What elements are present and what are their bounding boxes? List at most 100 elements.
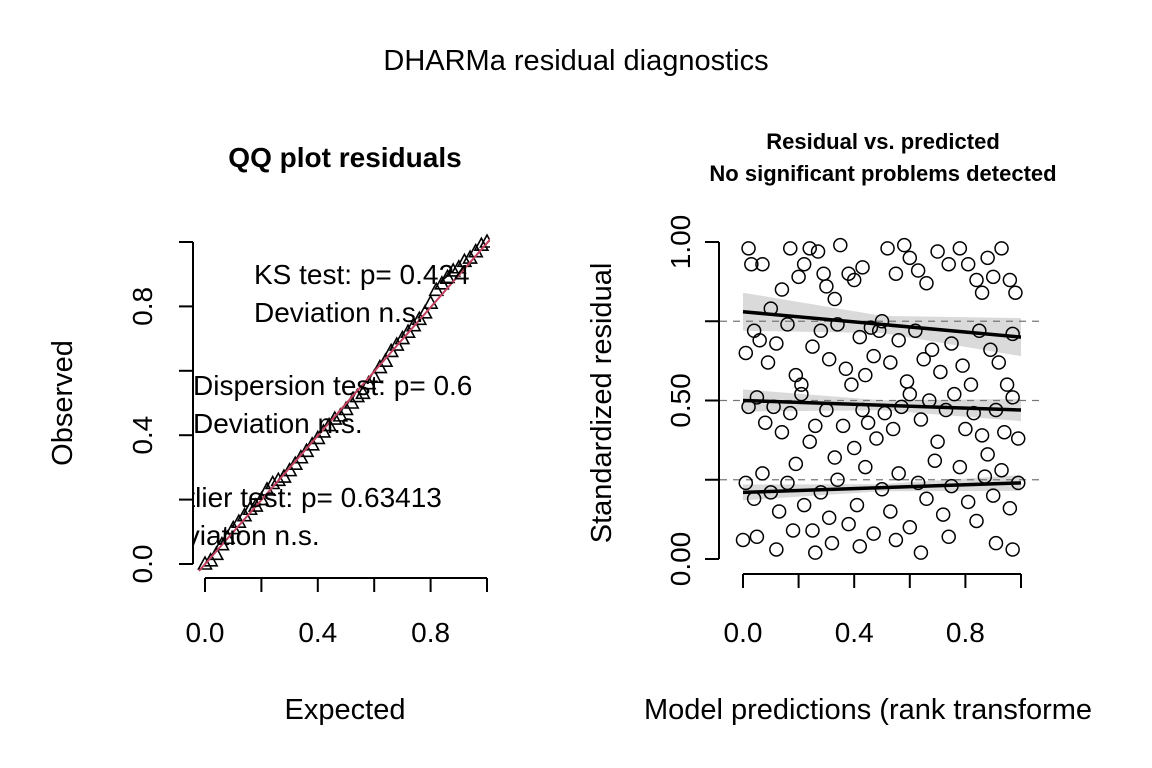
qq-point [355, 384, 371, 400]
rv-point [1005, 326, 1020, 342]
rv-point [913, 412, 929, 427]
figure-title: DHARMa residual diagnostics [383, 45, 768, 77]
rv-quantile-fit-line [742, 309, 1022, 339]
rv-quantile-fit-line [742, 481, 1022, 495]
rv-point [910, 475, 926, 491]
rv-point [802, 434, 817, 449]
rv-point [774, 282, 790, 297]
rv-point [794, 386, 809, 402]
rv-point [952, 241, 968, 256]
rv-point [916, 352, 931, 367]
rv-point [994, 462, 1009, 478]
rv-point [883, 355, 898, 370]
rv-point [757, 415, 773, 430]
rv-point [821, 510, 837, 526]
qq-ylabel: Observed [47, 340, 79, 466]
rv-point [838, 361, 854, 377]
rv-point [858, 459, 873, 475]
rv-point [933, 364, 948, 380]
rv-point [849, 497, 865, 513]
rv-point [927, 453, 943, 468]
rv-point [833, 237, 848, 253]
qq-xlabel: Expected [285, 694, 406, 726]
rv-point [844, 377, 859, 392]
qq-x-axis: 0.0 0.4 0.8 [186, 577, 488, 648]
rv-point [835, 418, 851, 434]
rv-point [972, 323, 987, 339]
rv-x-tick-label: 0.0 [724, 617, 763, 648]
rv-point [958, 421, 973, 437]
rv-point [883, 504, 898, 519]
rv-point [960, 256, 976, 272]
qq-point [445, 262, 462, 277]
rv-subtitle: No significant problems detected [709, 161, 1056, 186]
rv-x-axis: 0.0 0.4 0.8 [724, 573, 1022, 648]
rv-point [974, 428, 990, 443]
rv-point [846, 440, 862, 456]
rv-title: Residual vs. predicted [766, 129, 1000, 154]
rv-point [785, 523, 801, 538]
rv-point [863, 320, 879, 335]
qq-panel: QQ plot residuals 0.0 0.4 0.8 0.0 0.4 0.8 Ex… [47, 142, 490, 726]
rv-point [902, 250, 918, 266]
rv-point [744, 256, 759, 272]
rv-point [969, 272, 984, 288]
rv-point [796, 256, 812, 272]
qq-reference-line [198, 238, 490, 572]
rv-point [930, 434, 945, 449]
rv-point [827, 450, 842, 465]
rv-point [994, 241, 1009, 256]
rv-point [774, 424, 790, 440]
rv-point [910, 263, 926, 278]
rv-point [788, 456, 804, 472]
rv-point [866, 348, 881, 364]
qq-x-tick-label: 0.4 [298, 617, 337, 648]
rv-point [980, 447, 995, 462]
qq-point [197, 555, 213, 570]
rv-point [858, 367, 873, 383]
rv-point [752, 333, 767, 348]
rv-point [960, 494, 976, 510]
rv-point [783, 405, 798, 421]
rv-point [880, 241, 895, 256]
qq-x-tick-label: 0.8 [411, 617, 450, 648]
rv-point [1005, 390, 1020, 405]
ks-test-label: KS test: p= 0.424 [254, 259, 470, 290]
rv-panel: Residual vs. predicted No significant pr… [586, 129, 1092, 726]
rv-point [1002, 272, 1018, 288]
rv-point [952, 459, 968, 475]
outlier-test-label: Outlier test: p= 0.63413 [150, 482, 442, 513]
rv-point [866, 526, 881, 541]
rv-point [788, 367, 804, 383]
rv-point [794, 377, 809, 392]
qq-annotations: KS test: p= 0.424 Deviation n.s. Dispers… [150, 259, 472, 551]
rv-point [741, 241, 756, 256]
qq-point [479, 233, 490, 248]
rv-point [808, 545, 823, 560]
qq-y-axis: 0.0 0.4 0.8 [127, 241, 194, 583]
rv-point [738, 475, 754, 491]
rv-point [771, 504, 787, 519]
rv-point [1010, 431, 1026, 446]
rv-point [891, 466, 906, 481]
rv-point [852, 329, 868, 345]
rv-point [791, 269, 806, 285]
rv-xlabel: Model predictions (rank transforme [644, 694, 1092, 726]
rv-point [985, 269, 1001, 285]
rv-point [913, 545, 929, 560]
rv-point [985, 488, 1001, 503]
rv-point [896, 237, 912, 253]
rv-point [855, 260, 870, 275]
rv-point [974, 285, 990, 300]
rv-point [738, 345, 754, 361]
rv-point [930, 244, 945, 259]
qq-point [417, 304, 433, 319]
rv-point [760, 355, 776, 370]
rv-point [919, 491, 934, 507]
rv-point [816, 266, 831, 281]
rv-point [821, 352, 837, 367]
rv-point [769, 542, 784, 557]
rv-y-tick-label: 1.00 [665, 215, 696, 270]
rv-point [999, 377, 1015, 392]
qq-point [253, 490, 270, 506]
